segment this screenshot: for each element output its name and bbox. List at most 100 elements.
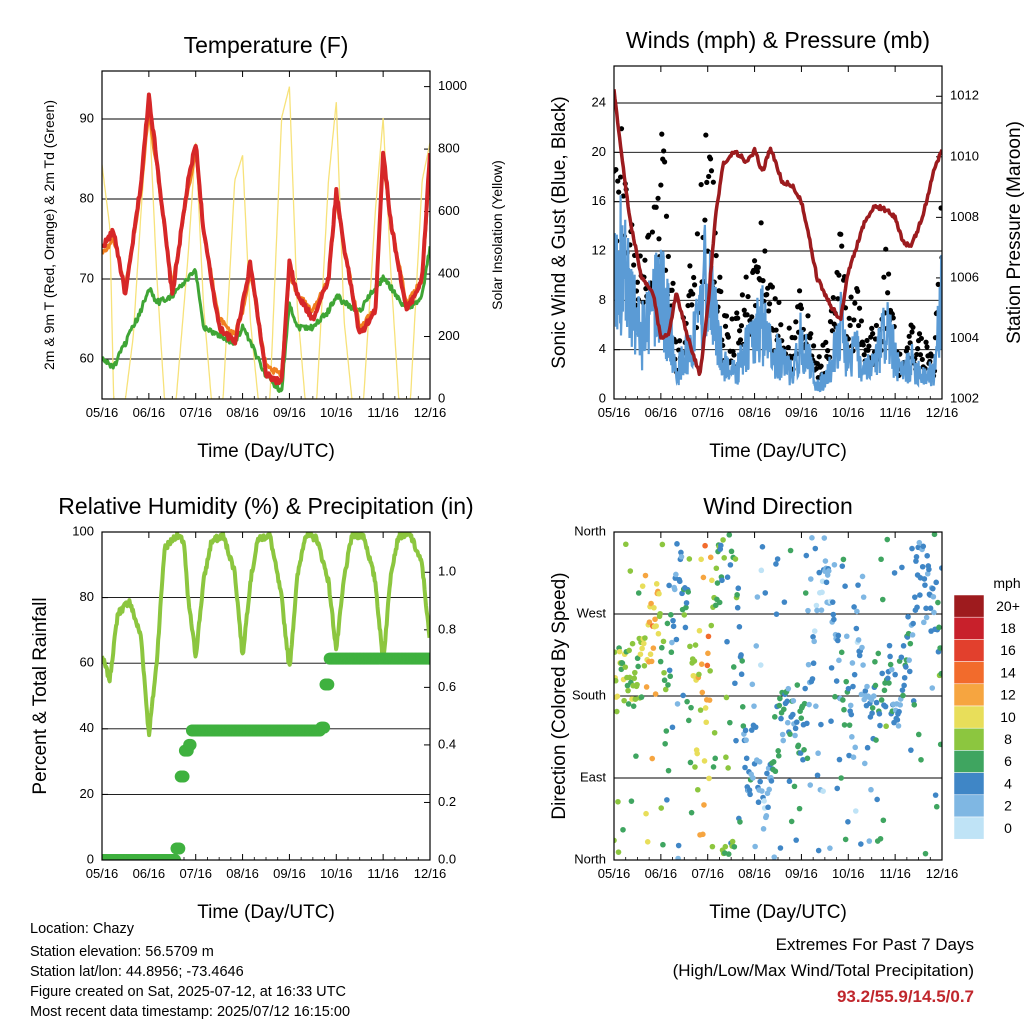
- legend-swatch: [953, 727, 985, 751]
- y2-tick-label: 600: [438, 203, 460, 218]
- direction-point: [911, 701, 918, 708]
- direction-point: [727, 719, 733, 726]
- direction-point: [835, 632, 842, 639]
- direction-point: [622, 664, 629, 670]
- direction-point: [732, 556, 739, 562]
- y-tick-label: East: [580, 769, 606, 784]
- direction-point: [784, 719, 791, 726]
- y2-tick-label: 800: [438, 141, 460, 156]
- x-axis-label: Time (Day/UTC): [709, 902, 847, 923]
- direction-point: [821, 535, 828, 541]
- direction-point: [768, 778, 775, 784]
- gust-point: [918, 335, 924, 342]
- x-tick-label: 10/16: [320, 405, 353, 420]
- x-tick-label: 12/16: [414, 405, 447, 420]
- direction-point: [916, 539, 923, 546]
- direction-point: [682, 624, 689, 631]
- direction-point: [873, 737, 879, 743]
- direction-point: [665, 767, 672, 774]
- gust-point: [642, 257, 648, 263]
- gust-point: [722, 323, 729, 329]
- direction-point: [802, 590, 809, 596]
- y-axis-label: 2m & 9m T (Red, Orange) & 2m Td (Green): [41, 100, 57, 370]
- direction-point: [814, 607, 820, 614]
- direction-point: [718, 542, 724, 549]
- direction-point: [646, 619, 653, 625]
- direction-point: [662, 740, 668, 747]
- gust-point: [694, 231, 701, 237]
- gust-point: [909, 329, 915, 335]
- gust-point: [620, 193, 626, 199]
- direction-point: [800, 756, 806, 763]
- direction-point: [686, 556, 693, 562]
- gust-point: [847, 322, 853, 329]
- gust-point: [778, 322, 784, 328]
- legend-label: 0: [1004, 820, 1012, 836]
- direction-point: [914, 604, 920, 611]
- direction-point: [880, 817, 887, 824]
- direction-point: [919, 563, 926, 570]
- direction-point: [822, 558, 829, 564]
- direction-point: [765, 804, 771, 811]
- direction-point: [892, 671, 898, 678]
- direction-point: [625, 687, 631, 694]
- direction-point: [811, 638, 817, 645]
- direction-point: [823, 579, 830, 586]
- y-tick-label: North: [574, 523, 606, 538]
- gust-point: [661, 148, 667, 154]
- direction-point: [705, 633, 712, 640]
- created-text: Figure created on Sat, 2025-07-12, at 16…: [30, 984, 346, 1000]
- y2-tick-label: 0.8: [438, 621, 456, 636]
- chart-title: Winds (mph) & Pressure (mb): [626, 27, 930, 53]
- direction-point: [848, 711, 855, 718]
- direction-point: [687, 643, 693, 650]
- gust-point: [923, 339, 929, 345]
- direction-point: [834, 785, 841, 792]
- direction-point: [643, 810, 649, 817]
- y2-tick-label: 0.0: [438, 851, 456, 866]
- direction-point: [651, 604, 657, 611]
- direction-point: [726, 532, 733, 538]
- direction-point: [698, 556, 704, 563]
- gust-point: [755, 264, 761, 271]
- direction-point: [692, 764, 698, 770]
- x-tick-label: 12/16: [926, 866, 959, 881]
- direction-point: [900, 692, 906, 699]
- direction-point: [648, 600, 654, 607]
- gust-point: [865, 347, 871, 353]
- direction-point: [778, 715, 784, 722]
- direction-point: [910, 620, 916, 627]
- direction-point: [788, 818, 795, 825]
- gust-point: [718, 288, 724, 295]
- direction-point: [918, 756, 924, 763]
- y-axis-label: Sonic Wind & Gust (Blue, Black): [549, 96, 570, 368]
- direction-point: [621, 697, 627, 704]
- direction-point: [661, 677, 668, 684]
- direction-point: [742, 764, 748, 771]
- direction-point: [808, 576, 814, 582]
- legend-label: 8: [1004, 731, 1012, 747]
- gust-point: [707, 156, 714, 162]
- gust-point: [758, 220, 764, 226]
- gust-point: [860, 342, 866, 348]
- direction-point: [638, 694, 645, 700]
- direction-point: [701, 758, 708, 764]
- direction-point: [912, 594, 918, 600]
- direction-point: [922, 582, 928, 588]
- gust-point: [744, 312, 750, 318]
- gust-point: [814, 360, 820, 367]
- direction-point: [793, 837, 799, 843]
- gust-point: [754, 269, 760, 275]
- legend-swatch: [953, 750, 985, 773]
- direction-point: [653, 623, 659, 629]
- direction-point: [804, 755, 811, 762]
- x-tick-label: 07/16: [179, 866, 212, 881]
- y2-tick-label: 1012: [950, 88, 979, 103]
- direction-point: [685, 589, 692, 595]
- gust-point: [764, 291, 770, 298]
- direction-point: [932, 792, 939, 798]
- direction-point: [920, 543, 927, 550]
- y-tick-label: 8: [599, 292, 606, 307]
- direction-point: [908, 747, 914, 753]
- direction-point: [755, 799, 762, 806]
